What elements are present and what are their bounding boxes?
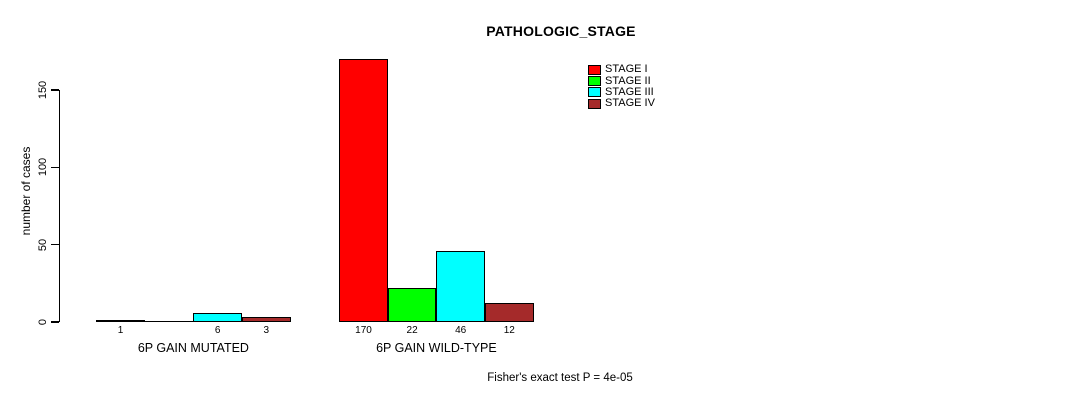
- stat-annotation: Fisher's exact test P = 4e-05: [487, 372, 633, 384]
- y-axis-tick-label: 100: [37, 158, 49, 177]
- legend-swatch: [588, 87, 601, 98]
- legend-label: STAGE I: [605, 63, 648, 76]
- bar-value-label: 12: [503, 325, 515, 336]
- bar-value-label: 6: [214, 325, 221, 336]
- bar-value-label: 170: [355, 325, 372, 336]
- y-axis-tick-label: 150: [37, 80, 49, 100]
- y-axis-tick: [51, 89, 59, 91]
- y-axis-tick: [51, 244, 59, 246]
- bar-value-label: 22: [406, 325, 418, 336]
- bar: [339, 59, 388, 322]
- y-axis-line: [58, 90, 60, 322]
- bar: [193, 312, 242, 322]
- legend-row: STAGE I: [588, 64, 655, 75]
- legend-label: STAGE II: [605, 74, 651, 87]
- bar-value-label: 3: [263, 325, 270, 336]
- x-axis-group-label: 6P GAIN MUTATED: [137, 341, 249, 355]
- legend-swatch: [588, 64, 601, 75]
- legend-swatch: [588, 98, 601, 109]
- y-axis-tick: [51, 321, 59, 323]
- legend-label: STAGE IV: [605, 97, 655, 110]
- bar: [242, 317, 291, 322]
- bar: [96, 320, 145, 323]
- y-axis-tick-label: 50: [37, 238, 49, 251]
- bar: [436, 250, 485, 322]
- x-axis-group-label: 6P GAIN WILD-TYPE: [376, 341, 497, 355]
- chart-title: PATHOLOGIC_STAGE: [486, 23, 636, 39]
- bar-value-label: 1: [117, 325, 124, 336]
- legend-label: STAGE III: [605, 85, 654, 98]
- bar: [387, 287, 437, 322]
- y-axis-tick: [51, 166, 59, 168]
- legend-row: STAGE II: [588, 74, 655, 87]
- legend-row: STAGE III: [588, 85, 655, 98]
- legend-row: STAGE IV: [588, 98, 655, 109]
- y-axis-tick-label: 0: [37, 318, 49, 326]
- legend: STAGE I STAGE II STAGE III STAGE IV: [588, 64, 655, 110]
- bar: [485, 303, 534, 322]
- bar-zero-line: [144, 320, 194, 322]
- legend-swatch: [588, 76, 601, 87]
- bar-value-label: 46: [455, 325, 467, 336]
